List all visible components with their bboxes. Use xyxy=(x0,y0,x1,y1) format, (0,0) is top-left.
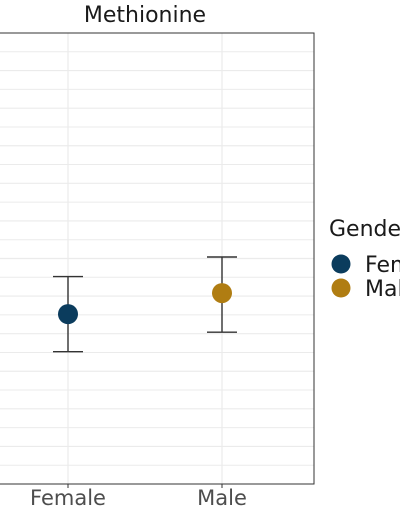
x-tick-label: Female xyxy=(30,486,106,510)
point-male xyxy=(212,283,232,304)
grid xyxy=(0,33,314,484)
legend-label-male: Male xyxy=(365,277,400,302)
x-axis: Female Male xyxy=(30,484,247,510)
point-female xyxy=(58,304,78,325)
chart-title: Methionine xyxy=(84,3,206,28)
legend-title: Gender xyxy=(329,217,400,242)
plot-panel-border xyxy=(0,32,315,485)
x-tick-label: Male xyxy=(197,486,247,510)
data-marks xyxy=(53,256,237,353)
legend-label-female: Female xyxy=(365,253,400,278)
legend-key-female xyxy=(331,254,351,274)
legend-key-male xyxy=(331,278,351,298)
